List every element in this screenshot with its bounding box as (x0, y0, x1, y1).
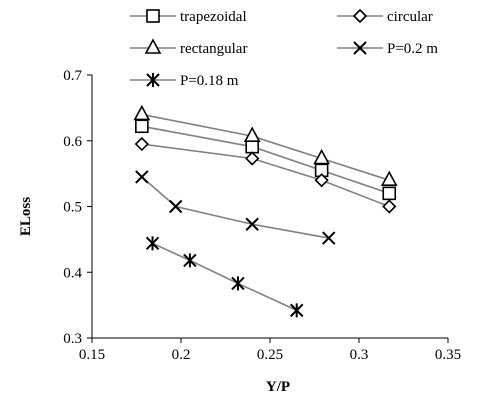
data-point-3-0 (135, 170, 149, 184)
legend-marker (146, 73, 160, 87)
series-line-0 (141, 125, 390, 195)
legend-marker (146, 9, 160, 23)
y-tick-label: 0.5 (63, 200, 82, 216)
legend-label: rectangular (180, 41, 247, 57)
data-point-4-0 (145, 236, 160, 251)
y-tick-label: 0.7 (63, 68, 82, 84)
x-tick-label: 0.25 (257, 347, 283, 363)
series-line-1 (141, 143, 390, 208)
legend: trapezoidal circular rectangular P=0.2 m P=0… (130, 8, 438, 89)
legend-entry-1: circular (337, 8, 433, 25)
y-tick-label: 0.6 (63, 134, 82, 150)
data-point-3-3 (322, 231, 336, 245)
data-point-1-1 (245, 151, 260, 166)
legend-entry-0: trapezoidal (130, 9, 247, 25)
x-tick-label: 0.35 (435, 347, 461, 363)
legend-entry-4: P=0.18 m (130, 73, 239, 89)
data-point-2-0 (133, 104, 151, 121)
data-point-2-1 (243, 126, 261, 142)
legend-entry-3: P=0.2 m (337, 41, 438, 57)
legend-label: trapezoidal (180, 9, 247, 25)
data-point-3-2 (245, 217, 259, 231)
data-point-2-3 (380, 170, 398, 186)
data-point-4-1 (183, 253, 197, 268)
y-axis-title: ELoss (18, 197, 34, 236)
x-tick-label: 0.2 (172, 347, 191, 363)
data-point-1-2 (314, 173, 329, 188)
data-point-3-1 (168, 199, 183, 214)
data-point-1-3 (382, 199, 397, 214)
series-line-2 (141, 113, 390, 181)
x-tick-label: 0.15 (79, 347, 105, 363)
y-tick-label: 0.4 (63, 265, 82, 281)
series-lines (141, 113, 390, 312)
y-tick-label: 0.3 (63, 331, 82, 347)
legend-label: circular (387, 9, 433, 25)
data-point-0-3 (382, 186, 397, 201)
series-line-3 (141, 176, 329, 239)
data-point-4-2 (231, 276, 245, 291)
data-point-0-0 (135, 119, 149, 134)
legend-marker (353, 41, 367, 55)
legend-marker (352, 8, 368, 24)
data-point-0-1 (245, 139, 259, 154)
legend-label: P=0.2 m (387, 41, 438, 57)
axes: 0.15 0.2 0.25 0.3 0.35 0.3 0.4 0.5 0.6 0.7 (63, 68, 461, 363)
series-line-4 (152, 242, 298, 312)
x-tick-label: 0.3 (350, 347, 369, 363)
legend-label: P=0.18 m (180, 73, 239, 89)
data-point-1-0 (134, 136, 149, 152)
legend-entry-2: rectangular (130, 38, 247, 57)
x-axis-title: Y/P (266, 379, 290, 395)
series-markers (133, 104, 398, 318)
data-point-4-3 (289, 303, 304, 318)
legend-marker (144, 38, 162, 54)
data-point-2-2 (313, 148, 330, 165)
